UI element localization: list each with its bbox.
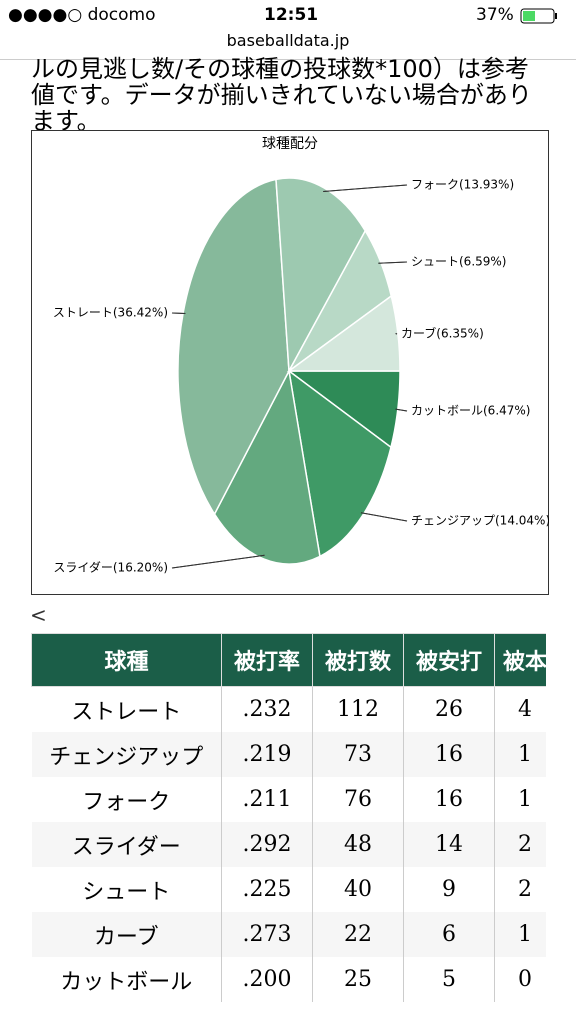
header-cell: 被本 xyxy=(494,633,546,687)
slice-label: ストレート(36.42%) xyxy=(53,306,168,320)
table-cell: 22 xyxy=(312,912,404,957)
note-line: ます。 xyxy=(31,107,101,135)
table-row: シュート .225 40 9 2 xyxy=(31,867,546,912)
table-cell: 26 xyxy=(403,686,495,732)
leader-line xyxy=(378,261,408,264)
table-cell: 76 xyxy=(312,777,404,822)
table-cell: 40 xyxy=(312,867,404,912)
table-cell: カーブ xyxy=(31,912,222,957)
table-cell: .232 xyxy=(221,686,313,732)
slice-label: カットボール(6.47%) xyxy=(411,404,531,418)
table-cell: .273 xyxy=(221,912,313,957)
header-cell: 被打率 xyxy=(221,633,313,687)
carrier: ●●●●○ docomo xyxy=(8,5,156,25)
table-cell: 73 xyxy=(312,732,404,777)
back-link[interactable]: < xyxy=(30,603,47,627)
table-cell: 112 xyxy=(312,686,404,732)
table-cell: 9 xyxy=(403,867,495,912)
table-cell: スライダー xyxy=(31,822,222,867)
chart: 球種配分 カットボール(6.47%) チェンジアップ(14.04%) スライダー(1… xyxy=(31,130,549,595)
pie-slice xyxy=(275,177,367,374)
table-cell: チェンジアップ xyxy=(31,732,222,777)
table-cell: 2 xyxy=(494,822,546,867)
table-cell: シュート xyxy=(31,867,222,912)
table-cell: 5 xyxy=(403,957,495,1002)
pie-slice xyxy=(287,369,392,558)
table-row: カーブ .273 22 6 1 xyxy=(31,912,546,957)
table-row: チェンジアップ .219 73 16 1 xyxy=(31,732,546,777)
table-cell: 1 xyxy=(494,732,546,777)
leader-line xyxy=(171,554,265,569)
table-cell: ストレート xyxy=(31,686,222,732)
table-cell: 1 xyxy=(494,777,546,822)
table-cell: 4 xyxy=(494,686,546,732)
table-row: カットボール .200 25 5 0 xyxy=(31,957,546,1002)
table-wrap: 球種 被打率 被打数 被安打 被本 ストレート .232 112 26 4 チェンジアップ .219 7… xyxy=(31,633,546,1013)
table-cell: カットボール xyxy=(31,957,222,1002)
leader-line xyxy=(360,512,408,522)
table-row: フォーク .211 76 16 1 xyxy=(31,777,546,822)
slice-label: フォーク(13.93%) xyxy=(411,178,514,192)
table-cell: 0 xyxy=(494,957,546,1002)
battery-icon xyxy=(520,8,557,24)
note: ルの見逃し数/その球種の投球数*100）は参考 値です。データが揃いきれていない場… xyxy=(31,56,532,134)
table-cell: 16 xyxy=(403,732,495,777)
slice-label: シュート(6.59%) xyxy=(411,255,507,269)
leader-line xyxy=(323,184,408,192)
table-cell: .211 xyxy=(221,777,313,822)
pie-slice xyxy=(286,294,401,372)
pie-slice xyxy=(177,178,290,516)
table-cell: 16 xyxy=(403,777,495,822)
table-cell: 25 xyxy=(312,957,404,1002)
header-cell: 被打数 xyxy=(312,633,404,687)
time: 12:51 xyxy=(264,5,319,25)
chart-title: 球種配分 xyxy=(262,136,318,152)
table-cell: フォーク xyxy=(31,777,222,822)
table-cell: .225 xyxy=(221,867,313,912)
stats-table: 球種 被打率 被打数 被安打 被本 ストレート .232 112 26 4 チェンジアップ .219 7… xyxy=(31,633,546,1002)
table-cell: .200 xyxy=(221,957,313,1002)
note-line: ルの見逃し数/その球種の投球数*100）は参考 xyxy=(31,55,529,83)
slice-label: チェンジアップ(14.04%) xyxy=(411,514,549,528)
table-cell: 6 xyxy=(403,912,495,957)
header-cell: 球種 xyxy=(31,633,222,687)
table-cell: 2 xyxy=(494,867,546,912)
pie-slice xyxy=(213,368,321,565)
table-cell: 48 xyxy=(312,822,404,867)
table-row: ストレート .232 112 26 4 xyxy=(31,686,546,732)
slice-label: スライダー(16.20%) xyxy=(53,560,168,575)
url-bar[interactable]: baseballdata.jp xyxy=(0,30,576,60)
header-cell: 被安打 xyxy=(403,633,495,687)
slice-label: カーブ(6.35%) xyxy=(401,326,484,341)
table-row: スライダー .292 48 14 2 xyxy=(31,822,546,867)
leader-line xyxy=(395,408,408,412)
table-cell: .219 xyxy=(221,732,313,777)
status-bar: ●●●●○ docomo 12:51 37% xyxy=(0,0,576,30)
note-line: 値です。データが揃いきれていない場合があり xyxy=(31,81,532,109)
table-cell: .292 xyxy=(221,822,313,867)
table-cell: 1 xyxy=(494,912,546,957)
battery: 37% xyxy=(476,5,514,25)
table-cell: 14 xyxy=(403,822,495,867)
